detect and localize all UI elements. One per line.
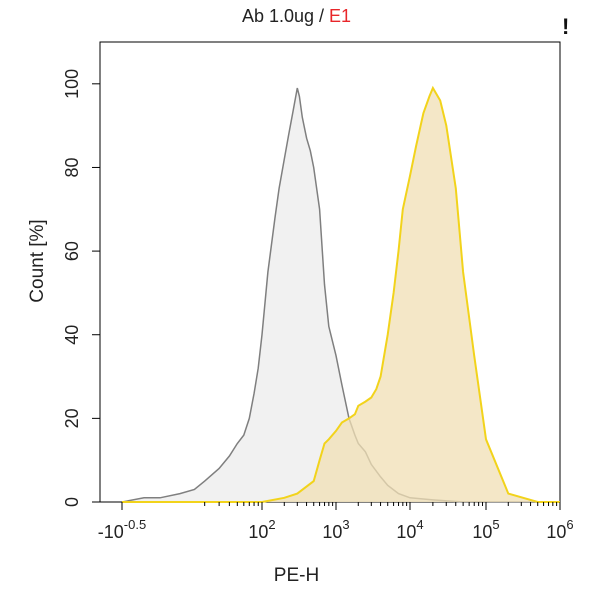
title-sample: Ab 1.0ug [241,6,314,26]
x-tick-exponent: 5 [492,517,499,532]
y-tick-label: 20 [62,408,82,428]
y-tick-label: 40 [62,325,82,345]
x-tick-label: 102 [248,517,275,542]
x-tick-exponent: -0.5 [124,517,146,532]
x-tick-label: 103 [322,517,349,542]
x-axis-label: PE-H [273,565,320,586]
sample-line [122,85,560,503]
y-tick-label: 80 [62,157,82,177]
x-tick-exponent: 6 [566,517,573,532]
title-separator: / [314,6,330,26]
x-tick-label: -10-0.5 [98,517,146,542]
x-tick-label: 105 [472,517,499,542]
x-tick-exponent: 4 [416,517,423,532]
y-tick-label: 100 [62,69,82,99]
x-tick-label: 104 [396,517,423,542]
y-tick-label: 0 [62,497,82,507]
x-tick-label: 106 [546,517,573,542]
sample-area [122,88,560,502]
warning-mark: ! [562,14,570,39]
control-area [122,88,560,502]
title-series2: E1 [329,6,352,26]
x-tick-exponent: 3 [342,517,349,532]
x-tick-exponent: 2 [268,517,275,532]
chart-title: Ab 1.0ug / E1 [0,6,593,27]
y-tick-label: 60 [62,241,82,261]
